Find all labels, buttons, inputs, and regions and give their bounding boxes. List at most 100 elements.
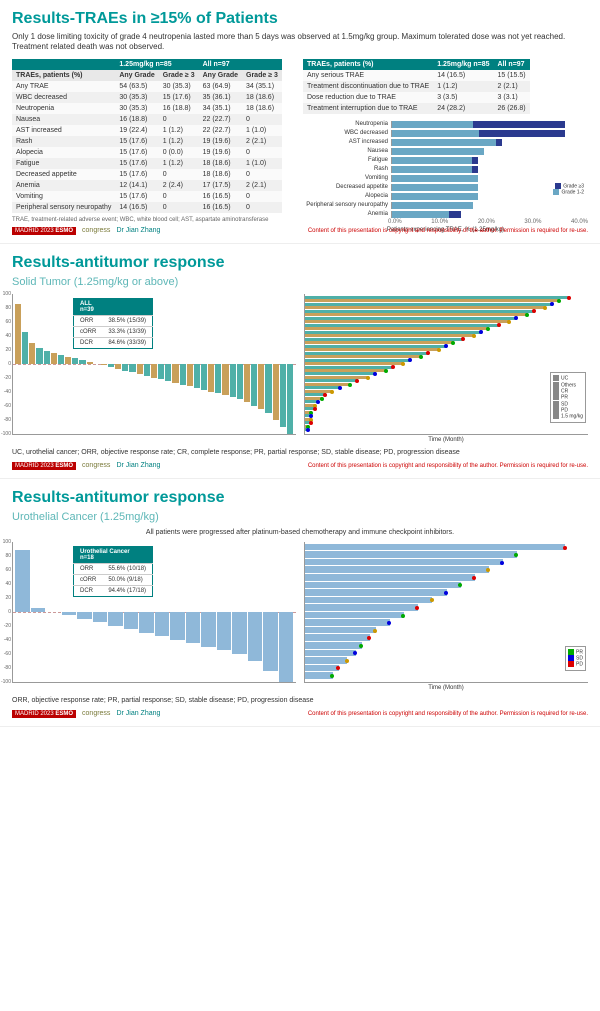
- slide-solid-tumor: Results-antitumor response Solid Tumor (…: [0, 244, 600, 479]
- waterfall-bar: [170, 612, 185, 640]
- waterfall-bar: [101, 364, 107, 365]
- swimmer-bar: [305, 559, 503, 566]
- slide3-subtitle: Urothelial Cancer (1.25mg/kg): [12, 511, 588, 523]
- traes-table-right: TRAEs, patients (%)1.25mg/kg n=85All n=9…: [303, 59, 530, 114]
- table-row: Any serious TRAE14 (16.5)15 (15.5): [303, 70, 530, 81]
- hbar-row: WBC decreased: [303, 129, 588, 138]
- waterfall-bar: [251, 364, 257, 406]
- slide3-title: Results-antitumor response: [12, 489, 588, 507]
- waterfall-bar: [265, 364, 271, 413]
- swimmer-bar: [305, 604, 418, 611]
- waterfall-bar: [15, 550, 30, 612]
- slide1-intro: Only 1 dose limiting toxicity of grade 4…: [12, 32, 588, 53]
- waterfall-bar: [180, 364, 186, 385]
- waterfall-bar: [186, 612, 201, 644]
- slide2-title: Results-antitumor response: [12, 254, 588, 272]
- waterfall-bar: [237, 364, 243, 399]
- slide2-subtitle: Solid Tumor (1.25mg/kg or above): [12, 276, 588, 288]
- slide2-footnote: UC, urothelial cancer; ORR, objective re…: [12, 449, 588, 456]
- author-label: Dr Jian Zhang: [116, 227, 160, 234]
- waterfall-bar: [280, 364, 286, 427]
- swimmer-bar: [305, 551, 517, 558]
- waterfall-bar: [287, 364, 293, 434]
- waterfall-bar: [187, 364, 193, 386]
- table-row: Dose reduction due to TRAE3 (3.5)3 (3.1): [303, 92, 530, 103]
- table-row: Decreased appetite15 (17.6)018 (18.6)0: [12, 169, 282, 180]
- swimmer-bar: [305, 642, 362, 649]
- waterfall-bar: [93, 612, 108, 623]
- table-row: Anemia12 (14.1)2 (2.4)17 (17.5)2 (2.1): [12, 180, 282, 191]
- waterfall-bar: [273, 364, 279, 420]
- slide1-footnote: TRAE, treatment-related adverse event; W…: [12, 217, 268, 223]
- sw2-xlabel: Time (Month): [304, 437, 588, 443]
- esmo-badge: MADRID 2023 ESMO: [12, 462, 76, 470]
- waterfall-bar: [65, 357, 71, 364]
- waterfall-bar: [36, 348, 42, 363]
- swimmer-bar: [305, 574, 475, 581]
- table-row: Any TRAE54 (63.5)30 (35.3)63 (64.9)34 (3…: [12, 81, 282, 92]
- waterfall-bar: [172, 364, 178, 384]
- waterfall-bar: [232, 612, 247, 654]
- hbar-row: Peripheral sensory neuropathy: [303, 201, 588, 210]
- swimmer-bar: [305, 650, 356, 657]
- copyright-label: Content of this presentation is copyrigh…: [308, 228, 588, 234]
- waterfall-bar: [15, 304, 21, 364]
- table-row: WBC decreased30 (35.3)15 (17.6)35 (36.1)…: [12, 92, 282, 103]
- waterfall-bar: [258, 364, 264, 410]
- hbar-row: Vomiting: [303, 174, 588, 183]
- waterfall-bar: [155, 612, 170, 637]
- waterfall-bar: [158, 364, 164, 379]
- swimmer-chart-uc: [304, 542, 588, 683]
- waterfall-chart-solid: Change from Baseline (%) 100806040200-20…: [12, 294, 296, 435]
- swimmer-bar: [305, 566, 489, 573]
- slide3-footnote: ORR, objective response rate; PR, partia…: [12, 697, 588, 704]
- sw3-xlabel: Time (Month): [304, 685, 588, 691]
- stats-box-solid: ALLn=39 ORR38.5% (15/39) cORR33.3% (13/3…: [73, 298, 153, 349]
- waterfall-bar: [194, 364, 200, 389]
- table-row: Neutropenia30 (35.3)16 (18.8)34 (35.1)18…: [12, 103, 282, 114]
- table-row: Peripheral sensory neuropathy14 (16.5)01…: [12, 202, 282, 213]
- waterfall-bar: [72, 358, 78, 364]
- slide-urothelial: Results-antitumor response Urothelial Ca…: [0, 479, 600, 727]
- swimmer-bar: [305, 612, 404, 619]
- waterfall-bar: [279, 612, 294, 682]
- waterfall-bar: [58, 355, 64, 363]
- waterfall-bar: [230, 364, 236, 398]
- waterfall-bar: [129, 364, 135, 372]
- esmo-badge: MADRID 2023 ESMO: [12, 227, 76, 235]
- hbar-row: Nausea: [303, 147, 588, 156]
- waterfall-chart-uc: Change from Baseline (%) 100806040200-20…: [12, 542, 296, 683]
- waterfall-bar: [165, 364, 171, 382]
- table-row: Alopecia15 (17.6)0 (0.0)19 (19.6)0: [12, 147, 282, 158]
- traes-table-left: 1.25mg/kg n=85All n=97 TRAEs, patients (…: [12, 59, 282, 213]
- waterfall-bar: [44, 351, 50, 364]
- waterfall-bar: [51, 353, 57, 364]
- slide3-note: All patients were progressed after plati…: [12, 529, 588, 536]
- swimmer-bar: [305, 634, 370, 641]
- swimmer-bar: [305, 657, 347, 664]
- waterfall-bar: [201, 612, 216, 647]
- waterfall-bar: [201, 364, 207, 391]
- hbar-row: Neutropenia: [303, 120, 588, 129]
- waterfall-bar: [29, 343, 35, 364]
- table-row: AST increased19 (22.4)1 (1.2)22 (22.7)1 …: [12, 125, 282, 136]
- swimmer-bar: [305, 589, 447, 596]
- waterfall-bar: [108, 612, 123, 626]
- waterfall-bar: [124, 612, 139, 630]
- waterfall-bar: [248, 612, 263, 661]
- waterfall-bar: [137, 364, 143, 375]
- waterfall-bar: [87, 362, 93, 364]
- congress-label: congress: [82, 227, 110, 234]
- waterfall-bar: [115, 364, 121, 370]
- hbar-row: Rash: [303, 165, 588, 174]
- waterfall-bar: [263, 612, 278, 672]
- waterfall-bar: [222, 364, 228, 396]
- swimmer-bar: [305, 597, 432, 604]
- waterfall-bar: [244, 364, 250, 403]
- slide1-title: Results-TRAEs in ≥15% of Patients: [12, 10, 588, 28]
- waterfall-bar: [62, 612, 77, 616]
- waterfall-bar: [208, 364, 214, 392]
- hbar-row: Fatigue: [303, 156, 588, 165]
- waterfall-bar: [144, 364, 150, 377]
- table-row: Rash15 (17.6)1 (1.2)19 (19.6)2 (2.1): [12, 136, 282, 147]
